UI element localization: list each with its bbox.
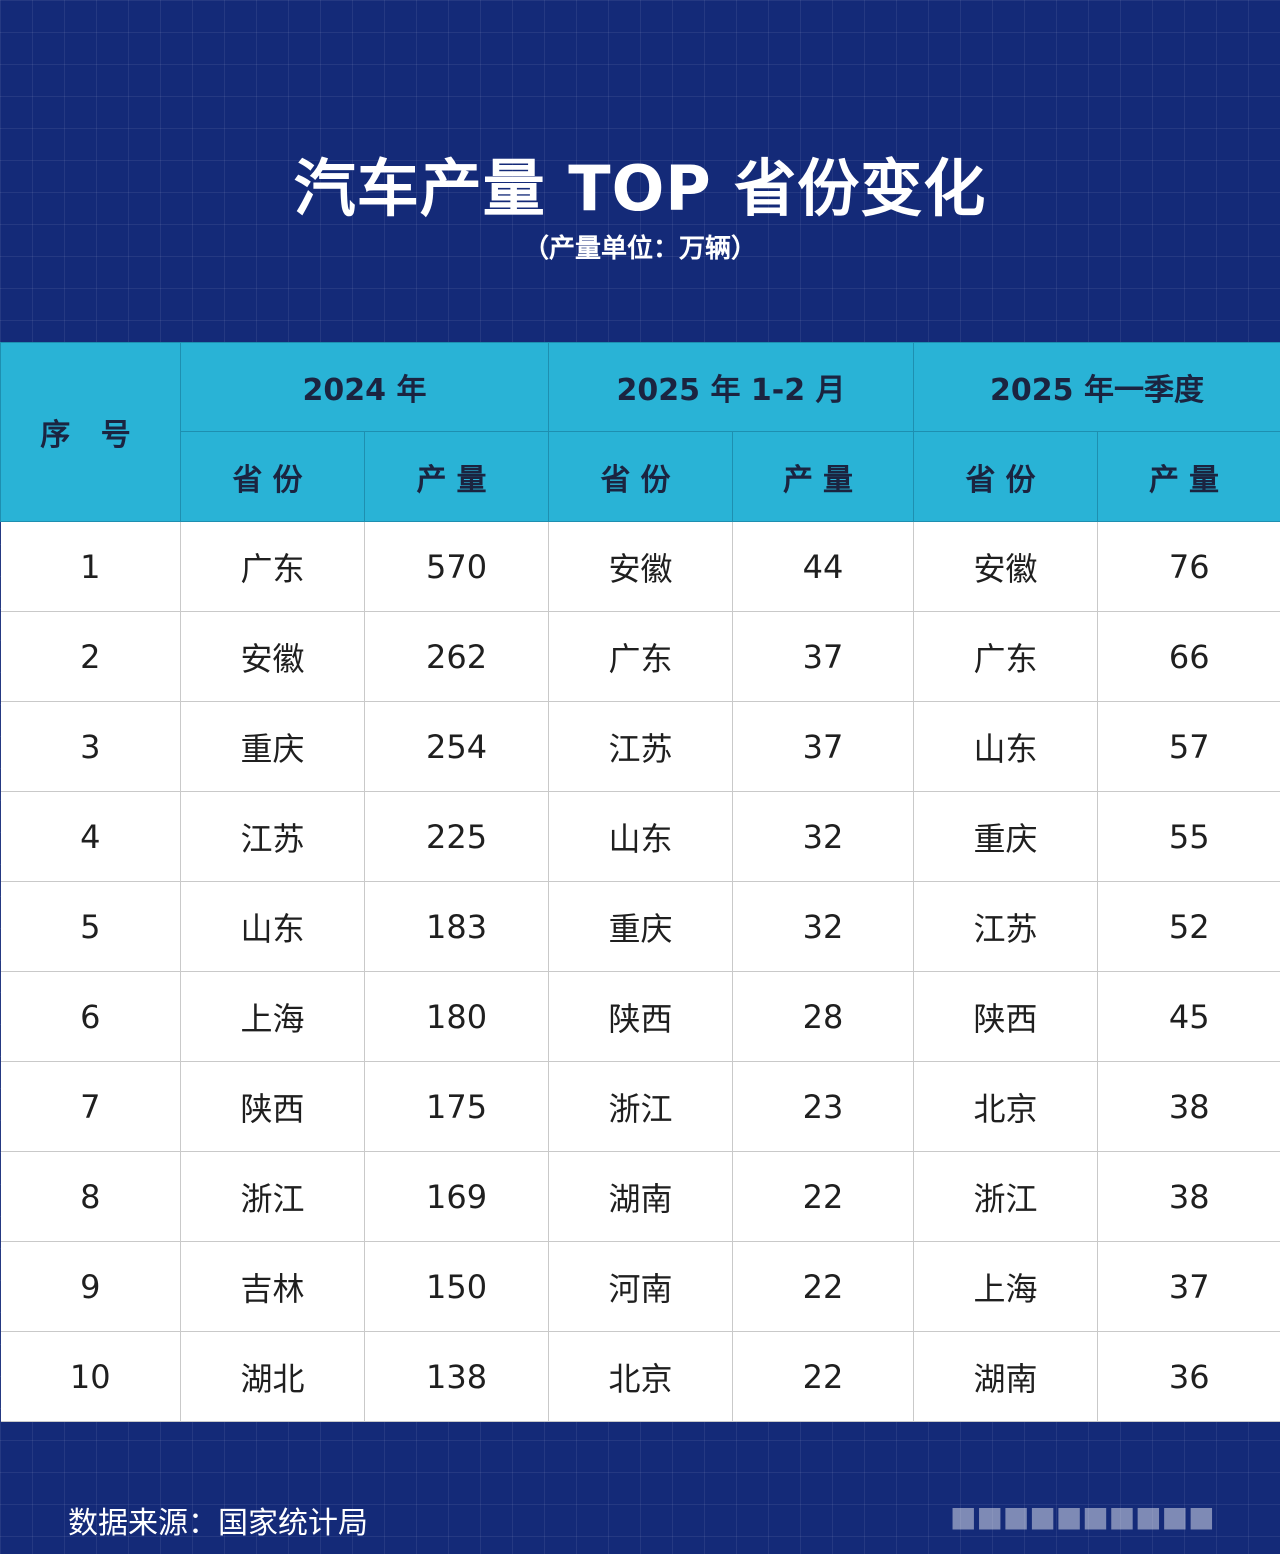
output-cell: 45 bbox=[1097, 971, 1280, 1062]
province-cell: 浙江 bbox=[180, 1151, 365, 1242]
province-cell: 上海 bbox=[913, 1241, 1099, 1332]
province-cell: 陕西 bbox=[913, 971, 1099, 1062]
province-cell: 江苏 bbox=[913, 881, 1099, 972]
rank-cell: 9 bbox=[0, 1241, 181, 1332]
province-header: 省份 bbox=[180, 431, 365, 522]
rank-cell: 4 bbox=[0, 791, 181, 882]
output-cell: 169 bbox=[363, 1151, 550, 1242]
output-cell: 183 bbox=[363, 881, 550, 972]
province-cell: 湖北 bbox=[180, 1331, 365, 1422]
output-cell: 66 bbox=[1097, 611, 1280, 702]
table-row: 6 上海 180 陕西 28 陕西 45 bbox=[0, 971, 1280, 1062]
output-cell: 254 bbox=[363, 701, 550, 792]
output-cell: 570 bbox=[363, 521, 550, 612]
table-row: 8 浙江 169 湖南 22 浙江 38 bbox=[0, 1151, 1280, 1242]
rank-cell: 2 bbox=[0, 611, 181, 702]
unit-subtitle: （产量单位：万辆） bbox=[522, 234, 757, 264]
watermark-logo: ■■■■■■■■■■ bbox=[950, 1500, 1215, 1533]
output-cell: 76 bbox=[1097, 521, 1280, 612]
province-cell: 安徽 bbox=[913, 521, 1099, 612]
province-cell: 江苏 bbox=[180, 791, 365, 882]
province-cell: 北京 bbox=[548, 1331, 734, 1422]
output-cell: 180 bbox=[363, 971, 550, 1062]
output-header: 产量 bbox=[732, 431, 915, 522]
province-cell: 浙江 bbox=[913, 1151, 1099, 1242]
output-cell: 52 bbox=[1097, 881, 1280, 972]
output-cell: 32 bbox=[732, 881, 915, 972]
output-cell: 38 bbox=[1097, 1151, 1280, 1242]
output-cell: 37 bbox=[1097, 1241, 1280, 1332]
output-cell: 36 bbox=[1097, 1331, 1280, 1422]
output-cell: 37 bbox=[732, 701, 915, 792]
rank-cell: 5 bbox=[0, 881, 181, 972]
group-header-2025-jan-feb: 2025 年 1-2 月 bbox=[548, 342, 915, 432]
province-cell: 重庆 bbox=[913, 791, 1099, 882]
rank-cell: 1 bbox=[0, 521, 181, 612]
output-cell: 22 bbox=[732, 1241, 915, 1332]
province-cell: 广东 bbox=[913, 611, 1099, 702]
province-cell: 山东 bbox=[913, 701, 1099, 792]
table-row: 10 湖北 138 北京 22 湖南 36 bbox=[0, 1331, 1280, 1422]
output-header: 产量 bbox=[1097, 431, 1280, 522]
output-cell: 23 bbox=[732, 1061, 915, 1152]
province-header: 省份 bbox=[548, 431, 734, 522]
output-cell: 22 bbox=[732, 1151, 915, 1242]
province-cell: 湖南 bbox=[913, 1331, 1099, 1422]
output-header: 产量 bbox=[363, 431, 550, 522]
table-row: 1 广东 570 安徽 44 安徽 76 bbox=[0, 521, 1280, 612]
table-row: 5 山东 183 重庆 32 江苏 52 bbox=[0, 881, 1280, 972]
rank-cell: 10 bbox=[0, 1331, 181, 1422]
province-cell: 河南 bbox=[548, 1241, 734, 1332]
production-table: 序 号 2024 年 2025 年 1-2 月 2025 年一季度 省份 产量 … bbox=[0, 342, 1280, 1422]
table-row: 4 江苏 225 山东 32 重庆 55 bbox=[0, 791, 1280, 882]
province-cell: 陕西 bbox=[548, 971, 734, 1062]
rank-cell: 6 bbox=[0, 971, 181, 1062]
output-cell: 150 bbox=[363, 1241, 550, 1332]
province-header: 省份 bbox=[913, 431, 1099, 522]
data-source: 数据来源：国家统计局 bbox=[68, 1506, 368, 1541]
table-row: 2 安徽 262 广东 37 广东 66 bbox=[0, 611, 1280, 702]
output-cell: 262 bbox=[363, 611, 550, 702]
rank-cell: 3 bbox=[0, 701, 181, 792]
rank-header: 序 号 bbox=[0, 342, 181, 522]
province-cell: 山东 bbox=[548, 791, 734, 882]
province-cell: 陕西 bbox=[180, 1061, 365, 1152]
output-cell: 28 bbox=[732, 971, 915, 1062]
output-cell: 225 bbox=[363, 791, 550, 882]
province-cell: 上海 bbox=[180, 971, 365, 1062]
province-cell: 浙江 bbox=[548, 1061, 734, 1152]
province-cell: 湖南 bbox=[548, 1151, 734, 1242]
output-cell: 175 bbox=[363, 1061, 550, 1152]
province-cell: 重庆 bbox=[180, 701, 365, 792]
table-row: 7 陕西 175 浙江 23 北京 38 bbox=[0, 1061, 1280, 1152]
province-cell: 广东 bbox=[180, 521, 365, 612]
province-cell: 吉林 bbox=[180, 1241, 365, 1332]
output-cell: 44 bbox=[732, 521, 915, 612]
rank-cell: 8 bbox=[0, 1151, 181, 1242]
group-header-2025-q1: 2025 年一季度 bbox=[913, 342, 1280, 432]
province-cell: 北京 bbox=[913, 1061, 1099, 1152]
page-title: 汽车产量 TOP 省份变化 bbox=[293, 152, 987, 225]
province-cell: 山东 bbox=[180, 881, 365, 972]
table-body: 1 广东 570 安徽 44 安徽 76 2 安徽 262 广东 37 广东 66 3 重庆 254 江苏 37 山东… bbox=[0, 521, 1280, 1422]
table-row: 9 吉林 150 河南 22 上海 37 bbox=[0, 1241, 1280, 1332]
output-cell: 55 bbox=[1097, 791, 1280, 882]
output-cell: 22 bbox=[732, 1331, 915, 1422]
output-cell: 32 bbox=[732, 791, 915, 882]
table-row: 3 重庆 254 江苏 37 山东 57 bbox=[0, 701, 1280, 792]
group-header-2024: 2024 年 bbox=[179, 342, 550, 432]
province-cell: 安徽 bbox=[180, 611, 365, 702]
output-cell: 138 bbox=[363, 1331, 550, 1422]
output-cell: 38 bbox=[1097, 1061, 1280, 1152]
province-cell: 安徽 bbox=[548, 521, 734, 612]
province-cell: 广东 bbox=[548, 611, 734, 702]
output-cell: 37 bbox=[732, 611, 915, 702]
rank-cell: 7 bbox=[0, 1061, 181, 1152]
output-cell: 57 bbox=[1097, 701, 1280, 792]
province-cell: 江苏 bbox=[548, 701, 734, 792]
province-cell: 重庆 bbox=[548, 881, 734, 972]
